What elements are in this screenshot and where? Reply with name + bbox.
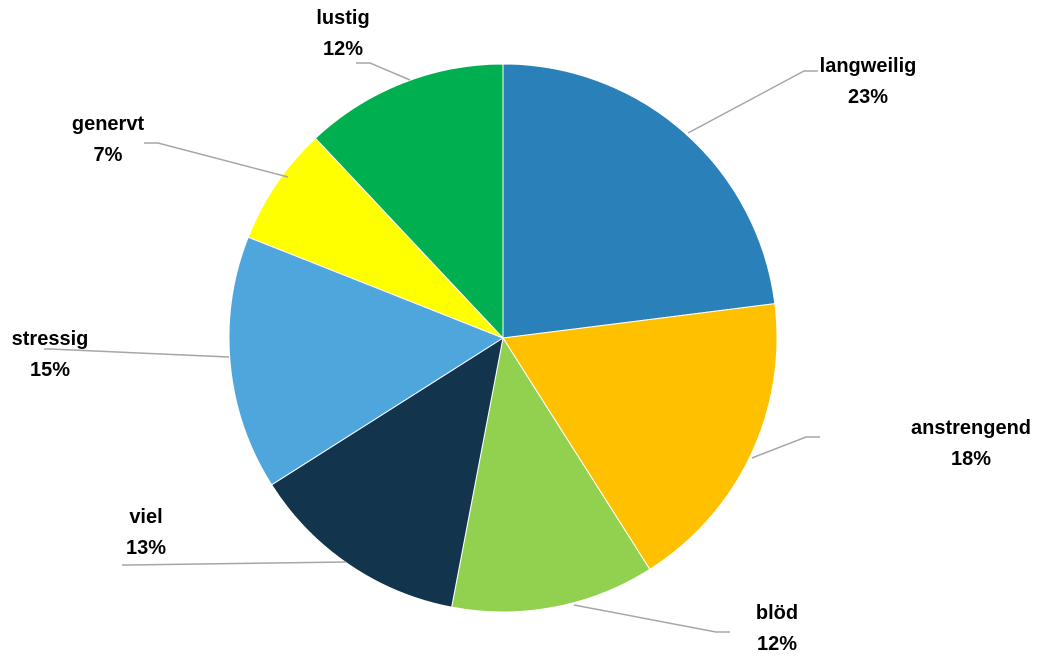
leader-line-blöd xyxy=(573,604,730,633)
slice-percent-label: 7% xyxy=(94,144,123,166)
pie-slice-blöd xyxy=(451,336,651,613)
leader-line-viel xyxy=(122,561,347,566)
pie-slice-genervt xyxy=(247,137,504,339)
slice-percent-label: 13% xyxy=(126,537,166,559)
slice-percent-label: 12% xyxy=(757,633,797,655)
slice-category-label: lustig xyxy=(316,7,369,29)
leader-line-langweilig xyxy=(687,70,818,134)
slice-category-label: viel xyxy=(129,506,162,528)
leader-lines-layer xyxy=(44,62,820,633)
pie-slice-lustig xyxy=(314,63,504,340)
slice-percent-label: 15% xyxy=(30,359,70,381)
leader-line-lustig xyxy=(356,62,411,81)
slice-category-label: stressig xyxy=(12,328,89,350)
leader-line-stressig xyxy=(44,348,230,358)
slice-percent-label: 12% xyxy=(323,38,363,60)
slice-category-label: anstrengend xyxy=(911,417,1031,439)
data-labels-layer: langweilig 23% anstrengend 18% blöd 12% viel 13… xyxy=(12,7,1031,655)
slice-category-label: genervt xyxy=(72,113,145,135)
slice-percent-label: 23% xyxy=(848,86,888,108)
leader-line-anstrengend xyxy=(751,436,820,459)
pie-slice-anstrengend xyxy=(502,303,778,571)
slices-layer xyxy=(228,63,778,613)
pie-slice-langweilig xyxy=(502,63,776,339)
slice-percent-label: 18% xyxy=(951,448,991,470)
slice-category-label: langweilig xyxy=(820,55,917,77)
pie-slice-stressig xyxy=(228,236,505,486)
leader-line-genervt xyxy=(144,142,289,178)
slice-category-label: blöd xyxy=(756,602,798,624)
pie-slice-viel xyxy=(270,336,504,608)
